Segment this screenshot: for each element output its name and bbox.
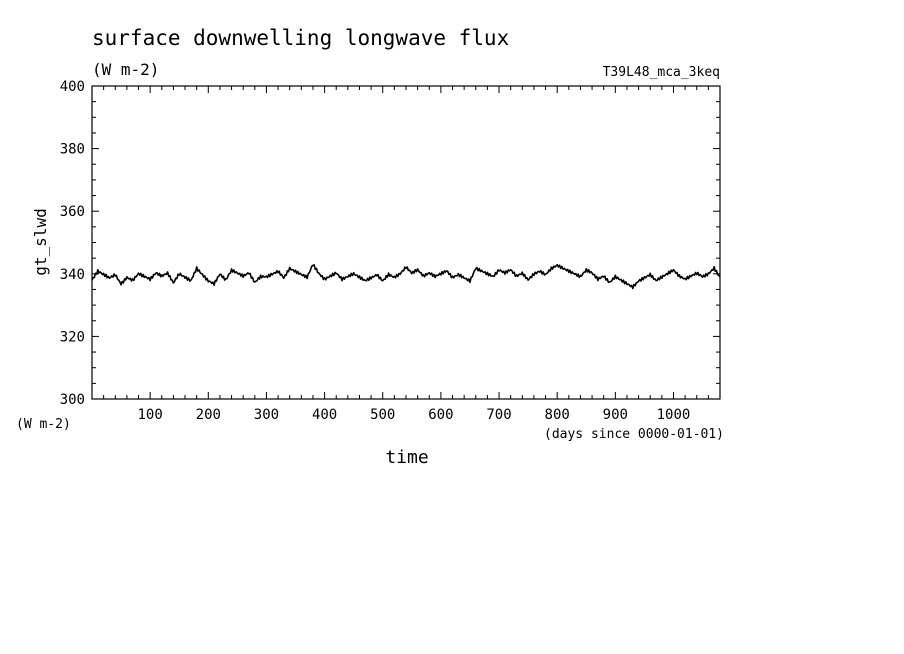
y-tick-label: 380 (60, 142, 85, 158)
x-axis-label: time (385, 447, 428, 468)
x-tick-label: 400 (312, 407, 337, 423)
x-tick-label: 300 (254, 407, 279, 423)
x-tick-label: 800 (545, 407, 570, 423)
y-axis-label: gt_slwd (31, 208, 50, 275)
x-tick-label: 900 (603, 407, 628, 423)
x-tick-label: 1000 (657, 407, 691, 423)
y-tick-label: 300 (60, 392, 85, 408)
y-tick-label: 360 (60, 204, 85, 220)
y-tick-label: 320 (60, 329, 85, 345)
x-tick-label: 500 (370, 407, 395, 423)
chart-subtitle: (W m-2) (92, 60, 159, 79)
x-tick-label: 700 (486, 407, 511, 423)
y-tick-labels: 300 320 340 360 380 400 (60, 79, 85, 408)
x-tick-label: 100 (137, 407, 162, 423)
x-tick-label: 200 (196, 407, 221, 423)
y-tick-label: 340 (60, 267, 85, 283)
y-tick-label: 400 (60, 79, 85, 95)
x-tick-label: 600 (428, 407, 453, 423)
chart-title: surface downwelling longwave flux (92, 26, 509, 50)
plot-frame (91, 85, 721, 400)
x-tick-labels: 100 200 300 400 500 600 700 800 900 1000 (137, 407, 690, 423)
tick-marks (92, 86, 720, 399)
data-series-line (91, 263, 721, 290)
x-unit-label: (days since 0000-01-01) (544, 427, 724, 442)
y-unit-label: (W m-2) (16, 417, 71, 432)
run-label: T39L48_mca_3keq (603, 65, 720, 80)
